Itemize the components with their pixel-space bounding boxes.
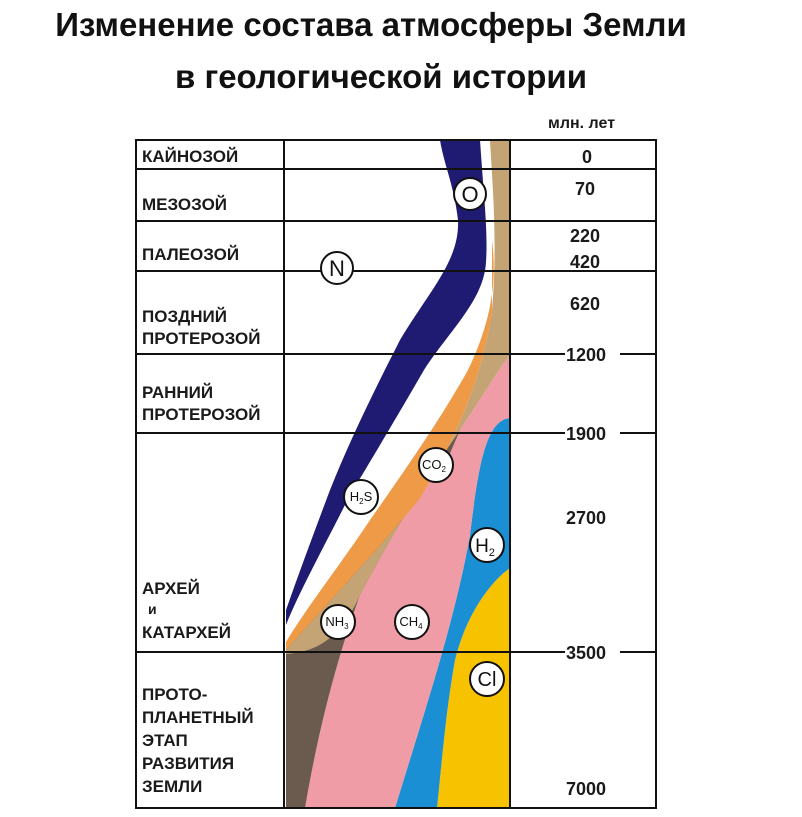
gas-o-marker: O [453,177,487,211]
age-620: 620 [570,294,600,314]
gas-o-label: O [461,182,478,207]
era-protoplanetary: ПРОТО- ПЛАНЕТНЫЙ ЭТАП РАЗВИТИЯ ЗЕМЛИ [142,685,258,796]
gas-h2s-marker: H2S [343,479,379,515]
age-0: 0 [582,147,592,167]
band-ch4 [305,355,510,808]
gas-h2-label: H2 [475,536,495,559]
age-70: 70 [575,179,595,199]
era-kainozoi: КАЙНОЗОЙ [142,147,238,166]
gas-ch4-label: CH4 [399,614,423,631]
age-7000: 7000 [566,779,606,799]
age-3500: 3500 [566,643,606,663]
gas-co2-marker: CO2 [418,447,454,483]
title-line-1: Изменение состава атмосферы Земли [55,6,687,43]
age-220: 220 [570,226,600,246]
era-mezozoi: МЕЗОЗОЙ [142,195,227,214]
gas-co2-label: CO2 [422,457,447,474]
age-420: 420 [570,252,600,272]
era-paleozoi: ПАЛЕОЗОЙ [142,245,239,264]
gas-ch4-marker: CH4 [394,604,430,640]
age-labels: 0 70 220 420 620 1200 1900 2700 3500 700… [566,147,606,799]
gas-cl-marker: Cl [469,661,505,697]
era-archean: АРХЕЙ и КАТАРХЕЙ [142,579,231,642]
band-h2 [395,418,510,808]
unit-label: млн. лет [548,115,615,132]
gas-h2-marker: H2 [469,527,505,563]
gas-n-marker: N [320,251,354,285]
gas-nh3-label: NH3 [325,614,349,631]
era-labels: КАЙНОЗОЙ МЕЗОЗОЙ ПАЛЕОЗОЙ ПОЗДНИЙ ПРОТЕР… [142,147,261,796]
table-frame [135,139,657,809]
era-early-proterozoic: РАННИЙ ПРОТЕРОЗОЙ [142,383,261,424]
gas-n-label: N [329,256,345,281]
title-line-2: в геологической истории [175,58,587,95]
gas-markers: O N CO2 H2S H2 NH3 [320,177,505,697]
gas-nh3-marker: NH3 [320,604,356,640]
composition-bands [286,140,510,808]
age-2700: 2700 [566,508,606,528]
age-1900: 1900 [566,424,606,444]
gas-cl-label: Cl [478,669,497,691]
gas-h2s-label: H2S [350,489,373,506]
age-1200: 1200 [566,345,606,365]
band-o [286,140,487,625]
era-late-proterozoic: ПОЗДНИЙ ПРОТЕРОЗОЙ [142,307,261,348]
